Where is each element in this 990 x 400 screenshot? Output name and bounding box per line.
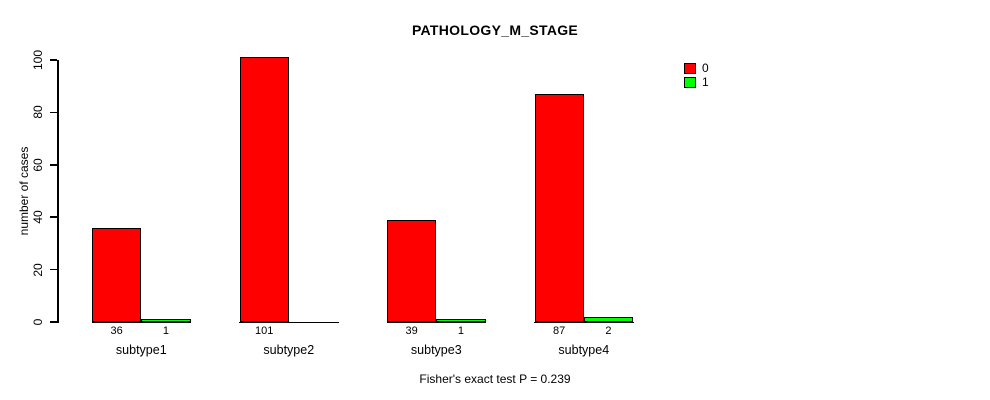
bar-value-label: 2 [605,325,612,337]
bar-subtype3-series-1 [436,319,486,322]
group-baseline [239,321,339,323]
y-tick-label: 100 [31,49,45,71]
bar-subtype3-series-0 [387,219,437,322]
y-tick-mark [50,268,57,271]
y-tick-label: 0 [31,318,45,326]
x-category-label-subtype4: subtype4 [558,343,610,357]
group-baseline [91,321,192,323]
bar-value-label: 1 [162,325,169,337]
bar-subtype4-series-1 [583,316,634,322]
bar-subtype2-series-0 [239,57,289,322]
bar-subtype1-series-0 [92,227,142,322]
y-tick-label: 80 [31,105,45,120]
legend-entry-0: 0 [684,61,709,75]
bar-subtype4-series-0 [534,94,584,322]
y-tick-label: 40 [31,210,45,224]
y-axis-title: number of cases [17,146,31,236]
legend-swatch-icon [684,76,696,88]
fisher-test-caption: Fisher's exact test P = 0.239 [419,372,571,386]
y-tick-label: 60 [31,158,45,172]
y-tick-mark [50,59,57,61]
group-baseline [386,321,487,323]
legend-entry-1: 1 [684,75,709,89]
legend-label: 0 [702,61,709,75]
bar-subtype1-series-1 [141,319,191,322]
y-tick-mark [50,111,57,114]
bar-value-label: 36 [110,325,123,337]
y-tick-label: 20 [31,262,45,277]
x-category-label-subtype1: subtype1 [115,343,167,357]
y-axis-line [57,60,59,323]
chart-title: PATHOLOGY_M_STAGE [411,22,579,38]
bar-value-label: 101 [254,325,274,337]
legend-label: 1 [702,75,709,89]
y-tick-mark [50,321,57,323]
x-category-label-subtype3: subtype3 [410,343,462,357]
bar-value-label: 1 [457,325,464,337]
bar-value-label: 87 [553,325,566,337]
group-baseline [534,321,634,323]
x-category-label-subtype2: subtype2 [263,343,315,357]
legend-swatch-icon [684,62,696,74]
bar-value-label: 39 [405,325,418,337]
y-tick-mark [50,216,57,218]
y-tick-mark [50,164,57,166]
